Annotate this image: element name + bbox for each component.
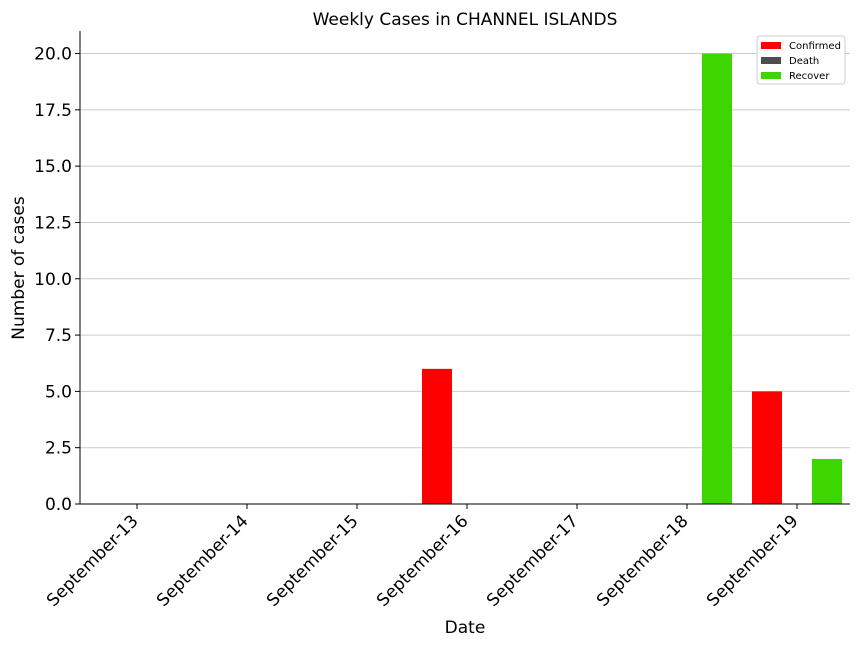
x-tick-label: September-16: [373, 511, 472, 610]
y-tick-label: 5.0: [45, 382, 72, 402]
x-tick-label: September-18: [593, 511, 692, 610]
y-tick-label: 2.5: [45, 439, 72, 459]
y-tick-label: 7.5: [45, 326, 72, 346]
legend-swatch-recover: [761, 72, 781, 79]
x-ticks: September-13 September-14 September-15 Sept…: [43, 504, 803, 611]
y-ticks: 0.0 2.5 5.0 7.5 10.0 12.5 15.0 17.5 20.0: [34, 45, 80, 515]
legend-swatch-death: [761, 57, 781, 64]
axes: [79, 31, 850, 505]
bar-confirmed: [422, 368, 452, 504]
bar-recover: [702, 53, 732, 505]
bar-confirmed: [752, 391, 782, 504]
y-axis-label: Number of cases: [9, 196, 29, 340]
y-tick-label: 12.5: [34, 213, 72, 233]
x-tick-label: September-15: [263, 511, 362, 610]
legend-label-recover: Recover: [789, 71, 830, 82]
y-tick-label: 15.0: [34, 157, 72, 177]
legend-swatch-confirmed: [761, 42, 781, 49]
chart-title: Weekly Cases in CHANNEL ISLANDS: [313, 10, 618, 30]
x-axis-label: Date: [445, 618, 486, 638]
x-tick-label: September-19: [703, 511, 802, 610]
bar-recover: [812, 458, 842, 504]
legend: Confirmed Death Recover: [756, 35, 846, 85]
legend-label-confirmed: Confirmed: [789, 41, 841, 52]
y-tick-label: 17.5: [34, 101, 72, 121]
x-tick-label: September-17: [483, 511, 582, 610]
legend-label-death: Death: [789, 56, 819, 67]
x-tick-label: September-13: [43, 511, 142, 610]
y-tick-label: 20.0: [34, 45, 72, 65]
gridlines: [80, 53, 850, 505]
y-tick-label: 10.0: [34, 270, 72, 290]
x-tick-label: September-14: [153, 511, 252, 610]
bars: [422, 53, 842, 505]
y-tick-label: 0.0: [45, 495, 72, 515]
